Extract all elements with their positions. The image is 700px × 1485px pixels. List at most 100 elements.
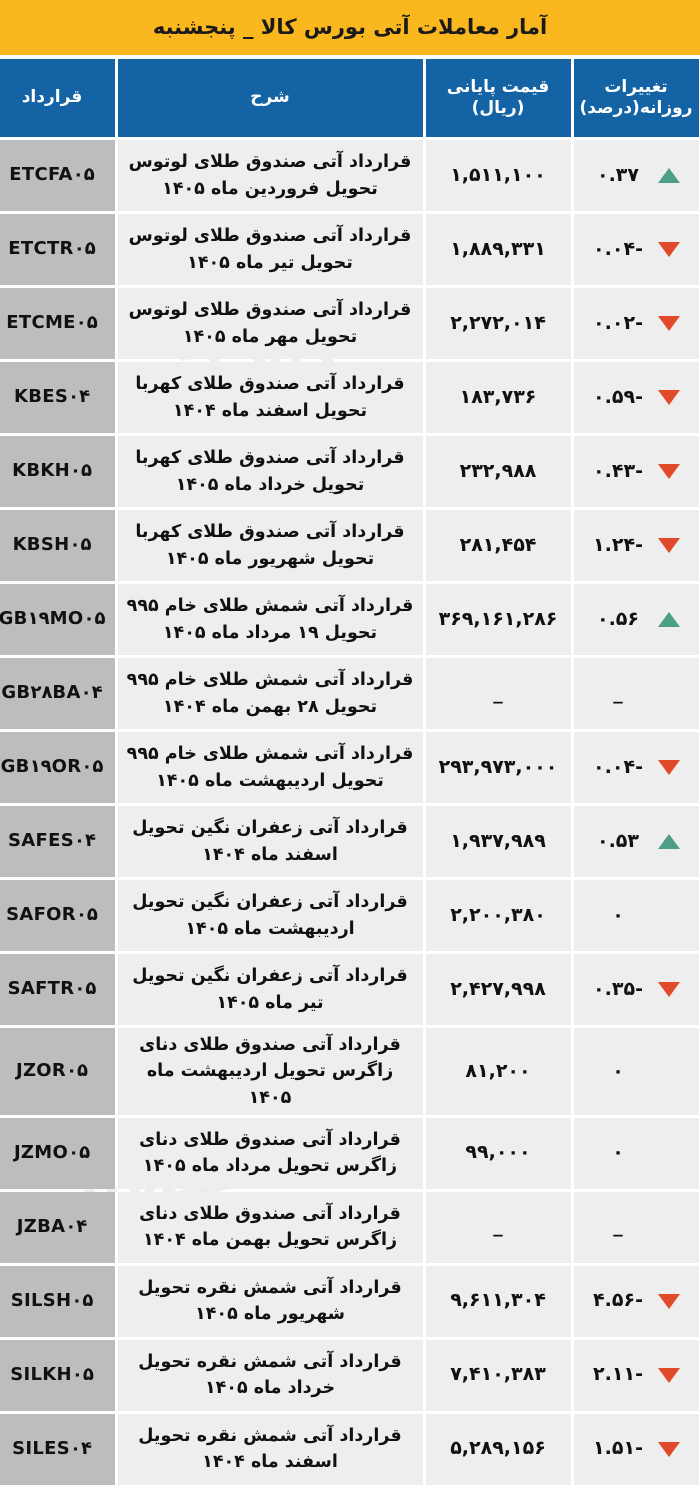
cell-contract-code[interactable]: SILES۰۴ [0, 1413, 115, 1485]
arrow-down-icon [658, 1441, 680, 1457]
column-header-contract: قرارداد [0, 59, 115, 137]
no-change-icon [658, 686, 680, 701]
table-row[interactable]: ۰ ۲,۲۰۰,۳۸۰ قرارداد آتی زعفران نگین تحویل … [0, 880, 700, 951]
arrow-down-icon [658, 760, 680, 775]
cell-contract-code[interactable]: SILSH۰۵ [0, 1265, 115, 1337]
cell-daily-change: ۰ [573, 880, 699, 951]
table-row[interactable]: ۰ ۸۱,۲۰۰ قرارداد آتی صندوق طلای دنای زاگرس… [0, 1028, 700, 1115]
cell-description: قرارداد آتی صندوق طلای کهربا تحویل اسفند… [117, 362, 423, 433]
cell-description: قرارداد آتی شمش نقره تحویل اسفند ماه ۱۴۰… [117, 1413, 423, 1485]
cell-daily-change: ۰.۳۷ [573, 140, 699, 211]
cell-contract-code[interactable]: JZOR۰۵ [0, 1028, 115, 1115]
cell-contract-code[interactable]: GB۱۹MO۰۵ [0, 584, 115, 655]
arrow-down-icon [658, 464, 680, 479]
cell-description: قرارداد آتی زعفران نگین تحویل اردیبهشت م… [117, 880, 423, 951]
column-header-price: قیمت پایانی (ریال) [425, 59, 571, 137]
column-header-description: شرح [117, 59, 423, 137]
table-row[interactable]: -۰.۰۴ ۲۹۳,۹۷۳,۰۰۰ قرارداد آتی شمش طلای خام… [0, 732, 700, 803]
table-row[interactable]: -۰.۰۴ ۱,۸۸۹,۳۳۱ قرارداد آتی صندوق طلای لوت… [0, 214, 700, 285]
cell-daily-change: ۰ [573, 1117, 699, 1189]
table-row[interactable]: -۱.۵۱ ۵,۲۸۹,۱۵۶ قرارداد آتی شمش نقره تحویل… [0, 1413, 700, 1485]
cell-daily-change: -۰.۴۳ [573, 436, 699, 507]
cell-closing-price: ۸۱,۲۰۰ [425, 1028, 571, 1115]
cell-closing-price: _ [425, 658, 571, 729]
table-row[interactable]: ۰ ۹۹,۰۰۰ قرارداد آتی صندوق طلای دنای زاگرس… [0, 1117, 700, 1189]
cell-contract-code[interactable]: SAFOR۰۵ [0, 880, 115, 951]
table-row[interactable]: ۰.۵۳ ۱,۹۳۷,۹۸۹ قرارداد آتی زعفران نگین تحو… [0, 806, 700, 877]
cell-description: قرارداد آتی صندوق طلای دنای زاگرس تحویل … [117, 1028, 423, 1115]
cell-daily-change: -۴.۵۶ [573, 1265, 699, 1337]
table-body: ۰.۳۷ ۱,۵۱۱,۱۰۰ قرارداد آتی صندوق طلای لوتو… [0, 140, 700, 1485]
cell-closing-price: ۱,۹۳۷,۹۸۹ [425, 806, 571, 877]
cell-daily-change: ۰.۵۳ [573, 806, 699, 877]
cell-contract-code[interactable]: JZMO۰۵ [0, 1117, 115, 1189]
cell-closing-price: ۲,۲۷۲,۰۱۴ [425, 288, 571, 359]
cell-daily-change: -۰.۰۲ [573, 288, 699, 359]
cell-contract-code[interactable]: KBSH۰۵ [0, 510, 115, 581]
change-value: -۰.۳۵ [593, 977, 643, 1000]
table-header-row: تغییرات روزانه(درصد) قیمت پایانی (ریال) … [0, 59, 700, 137]
cell-description: قرارداد آتی صندوق طلای لوتوس تحویل مهر م… [117, 288, 423, 359]
cell-daily-change: -۰.۰۴ [573, 214, 699, 285]
change-value: ۰ [612, 1141, 624, 1164]
column-header-description-label: شرح [250, 87, 290, 108]
table-row[interactable]: -۰.۳۵ ۲,۴۲۷,۹۹۸ قرارداد آتی زعفران نگین تح… [0, 954, 700, 1025]
table-row[interactable]: -۰.۰۲ ۲,۲۷۲,۰۱۴ قرارداد آتی صندوق طلای لوت… [0, 288, 700, 359]
cell-description: قرارداد آتی زعفران نگین تحویل تیر ماه ۱۴… [117, 954, 423, 1025]
column-header-price-line2: (ریال) [471, 98, 525, 118]
no-change-icon [658, 908, 680, 923]
table-row[interactable]: _ _ قرارداد آتی شمش طلای خام ۹۹۵ تحویل ۲۸ … [0, 658, 700, 729]
cell-contract-code[interactable]: KBES۰۴ [0, 362, 115, 433]
cell-contract-code[interactable]: SILKH۰۵ [0, 1339, 115, 1411]
arrow-down-icon [658, 316, 680, 331]
cell-daily-change: -۰.۵۹ [573, 362, 699, 433]
arrow-up-icon [658, 612, 680, 627]
cell-closing-price: ۳۶۹,۱۶۱,۲۸۶ [425, 584, 571, 655]
cell-contract-code[interactable]: JZBA۰۴ [0, 1191, 115, 1263]
cell-daily-change: _ [573, 658, 699, 729]
cell-description: قرارداد آتی صندوق طلای کهربا تحویل خرداد… [117, 436, 423, 507]
arrow-up-icon [658, 168, 680, 183]
cell-daily-change: -۲.۱۱ [573, 1339, 699, 1411]
cell-closing-price: ۱,۵۱۱,۱۰۰ [425, 140, 571, 211]
arrow-down-icon [658, 538, 680, 553]
table-row[interactable]: -۰.۴۳ ۲۳۲,۹۸۸ قرارداد آتی صندوق طلای کهربا… [0, 436, 700, 507]
cell-contract-code[interactable]: ETCME۰۵ [0, 288, 115, 359]
cell-closing-price: ۷,۴۱۰,۳۸۳ [425, 1339, 571, 1411]
change-value: -۰.۰۴ [593, 755, 643, 778]
cell-closing-price: ۱,۸۸۹,۳۳۱ [425, 214, 571, 285]
cell-contract-code[interactable]: ETCFA۰۵ [0, 140, 115, 211]
table-row[interactable]: -۱.۲۴ ۲۸۱,۴۵۴ قرارداد آتی صندوق طلای کهربا… [0, 510, 700, 581]
table-row[interactable]: -۴.۵۶ ۹,۶۱۱,۳۰۴ قرارداد آتی شمش نقره تحویل… [0, 1265, 700, 1337]
cell-contract-code[interactable]: GB۲۸BA۰۴ [0, 658, 115, 729]
cell-closing-price: ۱۸۳,۷۳۶ [425, 362, 571, 433]
cell-description: قرارداد آتی صندوق طلای لوتوس تحویل تیر م… [117, 214, 423, 285]
change-value: _ [613, 1215, 623, 1238]
cell-closing-price: ۲,۴۲۷,۹۹۸ [425, 954, 571, 1025]
cell-closing-price: ۵,۲۸۹,۱۵۶ [425, 1413, 571, 1485]
table-row[interactable]: _ _ قرارداد آتی صندوق طلای دنای زاگرس تحوی… [0, 1191, 700, 1263]
cell-description: قرارداد آتی زعفران نگین تحویل اسفند ماه … [117, 806, 423, 877]
cell-daily-change: -۰.۳۵ [573, 954, 699, 1025]
cell-contract-code[interactable]: SAFTR۰۵ [0, 954, 115, 1025]
cell-contract-code[interactable]: ETCTR۰۵ [0, 214, 115, 285]
change-value: ۰.۵۳ [596, 829, 639, 852]
cell-contract-code[interactable]: SAFES۰۴ [0, 806, 115, 877]
cell-daily-change: ۰ [573, 1028, 699, 1115]
title-bar: آمار معاملات آتی بورس کالا _ پنجشنبه [0, 0, 700, 55]
change-value: -۱.۲۴ [593, 533, 643, 556]
table-row[interactable]: -۲.۱۱ ۷,۴۱۰,۳۸۳ قرارداد آتی شمش نقره تحویل… [0, 1339, 700, 1411]
cell-contract-code[interactable]: GB۱۹OR۰۵ [0, 732, 115, 803]
table-row[interactable]: ۰.۵۶ ۳۶۹,۱۶۱,۲۸۶ قرارداد آتی شمش طلای خام … [0, 584, 700, 655]
no-change-icon [658, 1146, 680, 1161]
cell-closing-price: ۹۹,۰۰۰ [425, 1117, 571, 1189]
cell-closing-price: _ [425, 1191, 571, 1263]
cell-closing-price: ۲۸۱,۴۵۴ [425, 510, 571, 581]
column-header-change: تغییرات روزانه(درصد) [573, 59, 699, 137]
table-row[interactable]: ۰.۳۷ ۱,۵۱۱,۱۰۰ قرارداد آتی صندوق طلای لوتو… [0, 140, 700, 211]
cell-daily-change: -۱.۵۱ [573, 1413, 699, 1485]
column-header-change-line1: تغییرات [604, 76, 668, 97]
cell-contract-code[interactable]: KBKH۰۵ [0, 436, 115, 507]
table-row[interactable]: -۰.۵۹ ۱۸۳,۷۳۶ قرارداد آتی صندوق طلای کهربا… [0, 362, 700, 433]
arrow-down-icon [658, 242, 680, 257]
